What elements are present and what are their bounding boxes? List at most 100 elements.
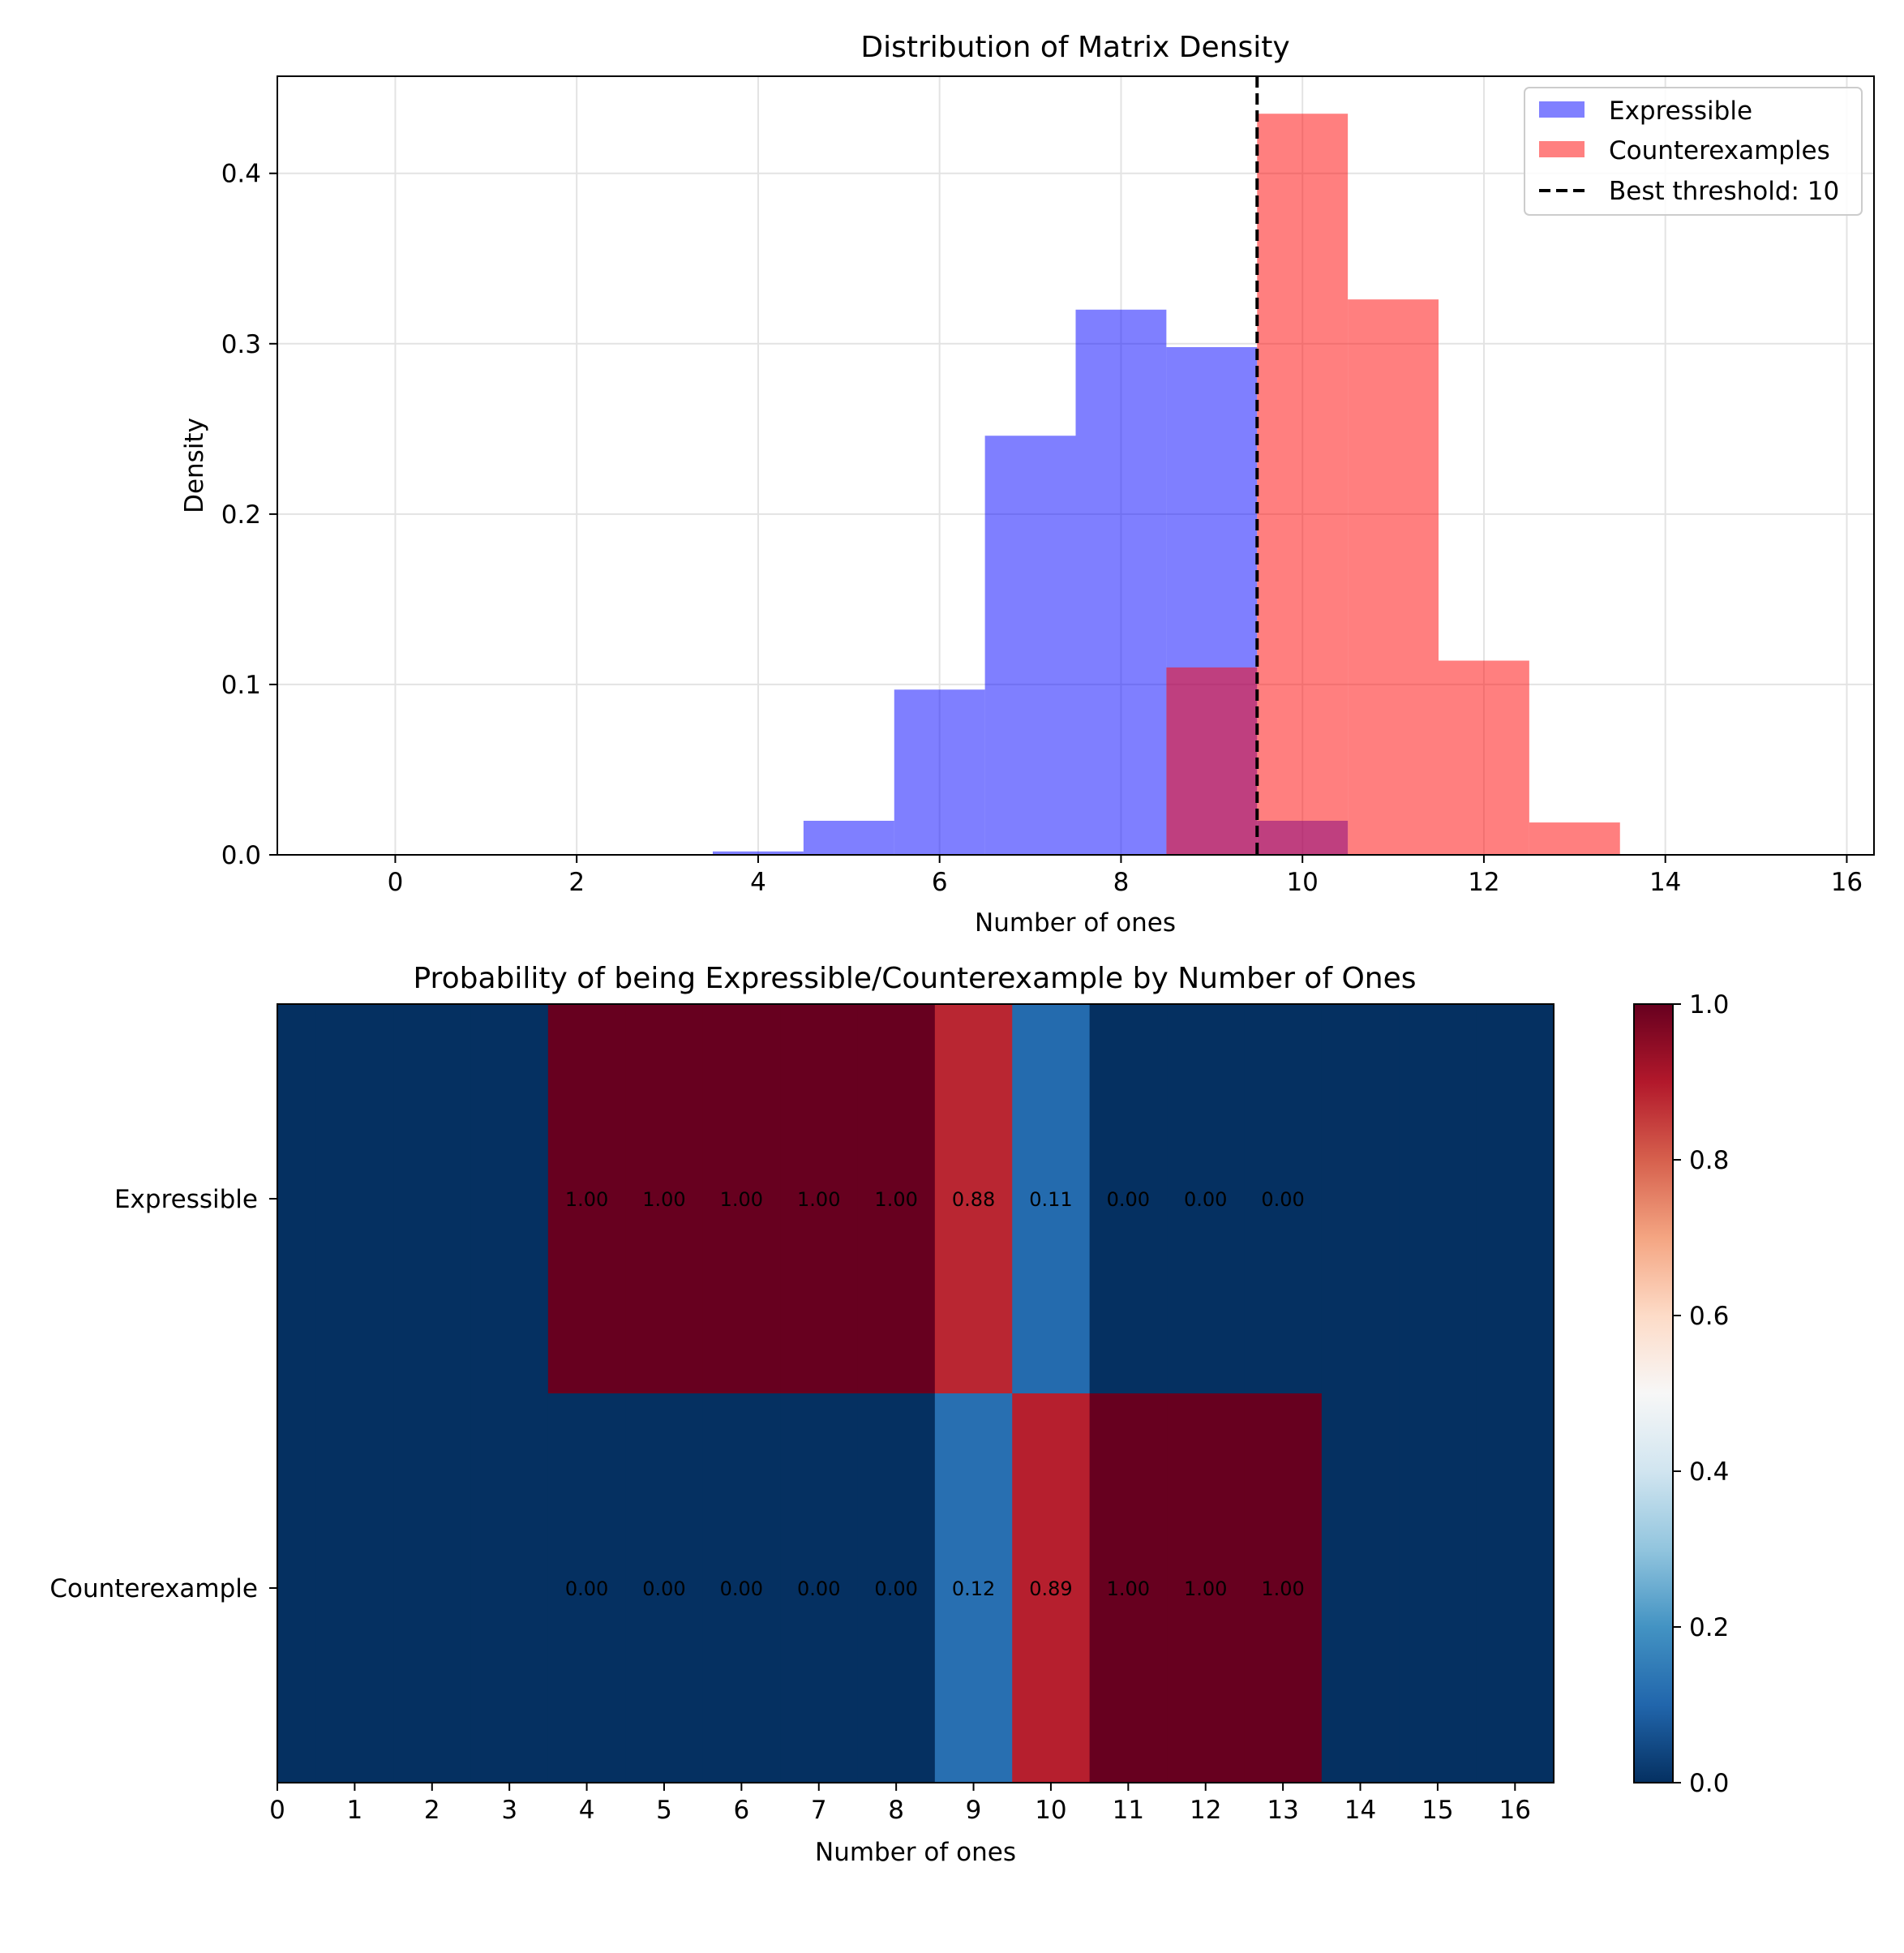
heatmap-y-axis: Expressible Counterexample [49,1185,277,1603]
histogram-plot-frame [277,75,1875,856]
heatmap-annotation: 1.00 [1261,1577,1304,1600]
heatmap-annotation: 0.88 [952,1188,995,1211]
x-tick-label: 14 [1344,1796,1376,1825]
heatmap-cell [470,1004,549,1394]
heatmap-cell [625,1393,704,1783]
histogram-bar-counterexamples [1439,660,1529,855]
heatmap-cell [1399,1004,1477,1394]
x-tick-label: 2 [568,868,585,897]
heatmap-cell [1399,1393,1477,1783]
colorbar-ticks: 0.0 0.2 0.4 0.6 0.8 1.0 [1673,990,1729,1798]
histogram-legend: Expressible Counterexamples Best thresho… [1524,87,1863,216]
histogram-bar-expressible [894,689,985,855]
heatmap-cell [1167,1004,1245,1394]
heatmap-annotation: 1.00 [797,1188,840,1211]
histogram-y-axis-label: Density [180,418,209,513]
x-tick-label: 16 [1831,868,1863,897]
x-tick-label: 12 [1190,1796,1221,1825]
heatmap-cell [780,1393,858,1783]
heatmap-annotation: 0.12 [952,1577,995,1600]
colorbar-gradient [1633,1003,1674,1783]
heatmap-cell [857,1393,936,1783]
heatmap-cell [780,1004,858,1394]
heatmap-cell [1089,1393,1168,1783]
heatmap-cell [1321,1393,1400,1783]
x-tick-label: 15 [1422,1796,1453,1825]
heatmap-annotation: 0.00 [642,1577,685,1600]
heatmap-cell [277,1004,317,1394]
heatmap-cell [702,1393,781,1783]
heatmap-cells [277,1004,1555,1783]
y-tick-label: 0.1 [221,671,261,700]
heatmap-annotation: 0.00 [1184,1188,1227,1211]
legend-label-counterexamples: Counterexamples [1609,136,1830,165]
heatmap-annotation: 0.89 [1029,1577,1072,1600]
heatmap-cell [315,1393,394,1783]
x-tick-label: 3 [501,1796,517,1825]
x-tick-label: 4 [750,868,766,897]
heatmap-annotation: 0.00 [720,1577,763,1600]
heatmap-annotation: 1.00 [1184,1577,1227,1600]
x-tick-label: 6 [932,868,948,897]
heatmap-cell [1476,1393,1555,1783]
heatmap-annotation: 0.00 [565,1577,608,1600]
colorbar-tick-label: 0.2 [1689,1613,1729,1642]
heatmap-title: Probability of being Expressible/Counter… [413,962,1416,995]
heatmap-cell [1012,1004,1091,1394]
heatmap-cell [1089,1004,1168,1394]
histogram-bars [713,114,1620,856]
y-tick-label: Expressible [114,1185,258,1214]
heatmap-cell [315,1004,394,1394]
histogram-y-axis: 0.0 0.1 0.2 0.3 0.4 [221,160,277,870]
heatmap-annotation: 1.00 [874,1188,917,1211]
histogram-bar-counterexamples [1529,822,1620,855]
histogram-title: Distribution of Matrix Density [860,31,1289,64]
heatmap-cell [547,1004,626,1394]
heatmap-cell [857,1004,936,1394]
colorbar: 0.0 0.2 0.4 0.6 0.8 1.0 [1633,990,1729,1798]
heatmap-cell [1244,1393,1323,1783]
density-histogram-chart: Distribution of Matrix Density 0 2 4 6 8 10 12… [180,31,1875,938]
y-tick-label: 0.2 [221,500,261,530]
heatmap-cell [625,1004,704,1394]
histogram-x-axis: 0 2 4 6 8 10 12 14 16 [388,855,1863,897]
legend-label-threshold: Best threshold: 10 [1609,177,1839,206]
x-tick-label: 10 [1286,868,1318,897]
heatmap-cell [934,1004,1013,1394]
heatmap-cell [1012,1393,1091,1783]
legend-swatch-expressible [1539,101,1585,118]
y-tick-label: 0.4 [221,160,261,189]
y-tick-label: Counterexample [49,1574,258,1603]
legend-label-expressible: Expressible [1609,97,1752,126]
y-tick-label: 0.0 [221,841,261,870]
x-tick-label: 5 [656,1796,672,1825]
heatmap-x-axis: 0 1 2 3 4 5 6 7 8 9 10 11 12 13 14 15 16 [269,1783,1531,1825]
x-tick-label: 12 [1468,868,1499,897]
heatmap-annotation: 0.00 [797,1577,840,1600]
heatmap-cell [1321,1004,1400,1394]
legend-frame [1524,87,1863,216]
heatmap-cell [934,1393,1013,1783]
probability-heatmap-chart: Probability of being Expressible/Counter… [49,962,1729,1867]
x-tick-label: 13 [1267,1796,1298,1825]
colorbar-tick-label: 0.8 [1689,1146,1729,1175]
heatmap-cell [393,1004,471,1394]
heatmap-cell [702,1004,781,1394]
x-tick-label: 10 [1035,1796,1066,1825]
heatmap-annotation: 0.00 [874,1577,917,1600]
x-tick-label: 4 [579,1796,595,1825]
y-tick-label: 0.3 [221,330,261,359]
x-tick-label: 11 [1113,1796,1144,1825]
heatmap-cell [470,1393,549,1783]
colorbar-tick-label: 1.0 [1689,990,1729,1019]
histogram-bar-expressible [1075,309,1167,856]
histogram-bar-counterexamples [1166,667,1258,855]
heatmap-cell [1167,1393,1245,1783]
colorbar-tick-label: 0.6 [1689,1302,1729,1331]
histogram-bar-expressible [803,820,894,855]
histogram-bar-expressible [984,436,1076,855]
heatmap-plot-frame [277,1003,1555,1783]
heatmap-annotation: 1.00 [720,1188,763,1211]
x-tick-label: 0 [269,1796,285,1825]
heatmap-annotation: 1.00 [1107,1577,1150,1600]
